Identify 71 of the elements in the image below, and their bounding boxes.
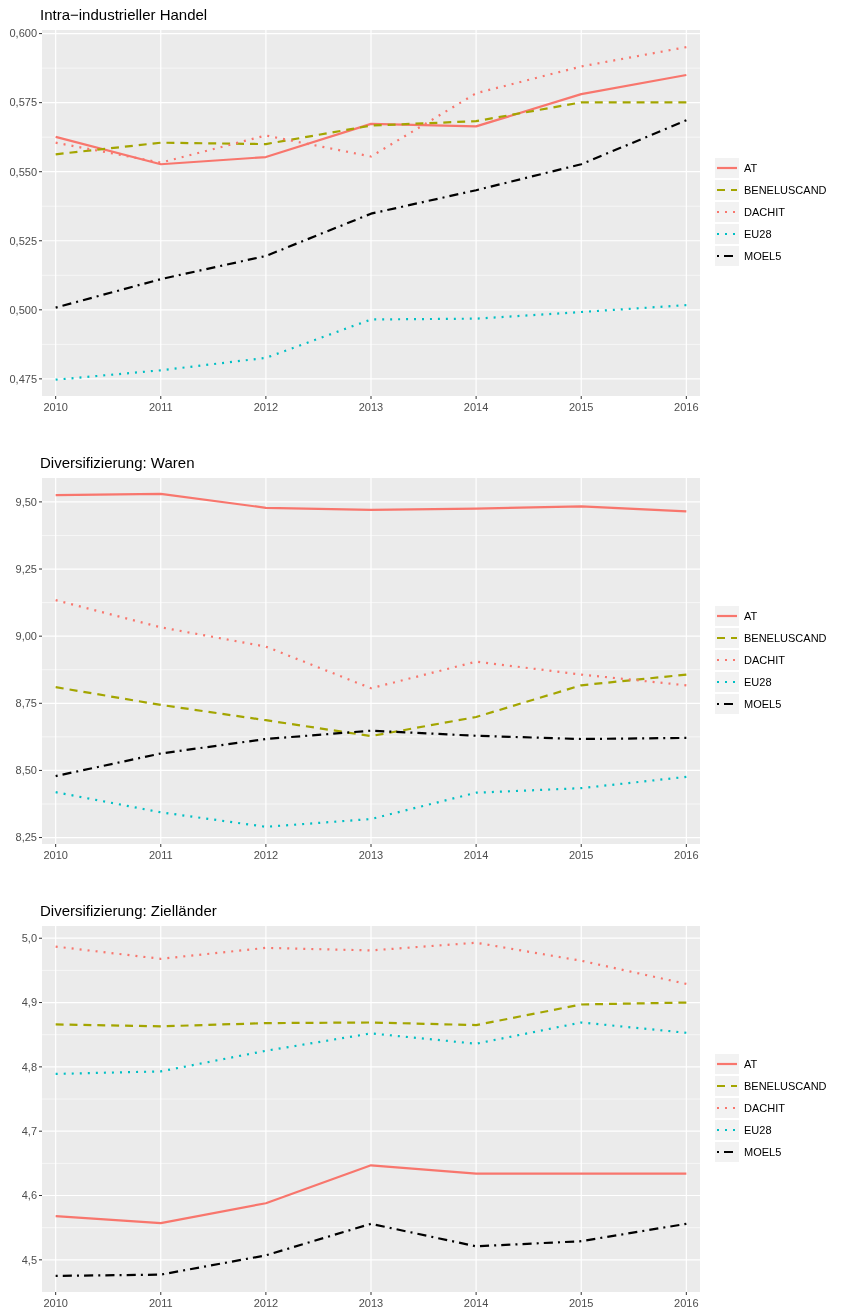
legend-label: MOEL5 [744,1145,782,1158]
legend-label: BENELUSCAND [744,1079,827,1092]
legend-label: AT [744,161,758,174]
y-tick-label: 8,50 [15,764,37,777]
legend-label: DACHIT [744,205,786,218]
line-series [54,46,688,164]
x-tick-label: 2013 [358,849,384,861]
x-tick-label: 2016 [674,1297,699,1309]
x-tick-label: 2015 [568,1297,594,1309]
y-tick-label: 9,50 [15,495,37,508]
x-tick-label: 2014 [463,1297,489,1309]
x-tick-label: 2015 [568,401,594,413]
legend-label: BENELUSCAND [744,183,827,196]
y-tick-label: 9,00 [15,630,37,643]
legend-label: MOEL5 [744,249,782,262]
line-series [54,729,688,778]
x-tick-label: 2014 [463,401,489,413]
x-tick-label: 2010 [43,849,68,861]
y-tick-label: 0,550 [9,165,37,178]
y-tick-label: 4,6 [21,1189,37,1202]
chart-title: Intra−industrieller Handel [40,6,208,23]
line-series [54,492,688,513]
line-series [54,1021,688,1076]
x-tick-label: 2010 [43,401,68,413]
x-tick-label: 2015 [568,849,594,861]
y-tick-label: 0,500 [9,303,37,316]
x-tick-label: 2016 [674,849,699,861]
x-tick-label: 2010 [43,1297,68,1309]
x-tick-label: 2011 [148,401,173,413]
chart-title: Diversifizierung: Waren [40,454,195,471]
legend-label: DACHIT [744,1101,786,1114]
x-tick-label: 2013 [358,1297,384,1309]
line-series [54,304,688,381]
line-series [54,775,688,828]
legend-label: AT [744,1057,758,1070]
x-tick-label: 2013 [358,401,384,413]
line-series [54,1222,688,1278]
x-tick-label: 2011 [148,1297,173,1309]
legend-label: AT [744,609,758,622]
legend-label: MOEL5 [744,697,782,710]
y-tick-label: 0,525 [9,234,37,247]
line-series [54,119,688,309]
x-tick-label: 2014 [463,849,489,861]
x-tick-label: 2011 [148,849,173,861]
y-tick-label: 0,600 [9,27,37,40]
chart-title: Diversifizierung: Zielländer [40,902,217,919]
x-tick-label: 2012 [253,1297,279,1309]
x-tick-label: 2012 [253,849,279,861]
line-series [54,1164,688,1225]
legend-label: BENELUSCAND [744,631,827,644]
line-series [54,673,688,738]
x-tick-label: 2016 [674,401,699,413]
y-tick-label: 4,5 [21,1253,37,1266]
line-series [54,1001,688,1028]
y-tick-label: 8,25 [15,831,37,844]
y-tick-label: 5,0 [21,932,37,945]
legend-label: DACHIT [744,653,786,666]
y-tick-label: 4,7 [21,1125,37,1138]
y-tick-label: 0,475 [9,372,37,385]
y-tick-label: 9,25 [15,562,37,575]
line-series [54,101,688,156]
legend-label: EU28 [744,227,772,240]
legend-label: EU28 [744,1123,772,1136]
y-tick-label: 8,75 [15,697,37,710]
y-tick-label: 4,9 [21,996,37,1009]
x-tick-label: 2012 [253,401,279,413]
y-tick-label: 4,8 [21,1060,37,1073]
line-series [54,941,688,985]
legend-label: EU28 [744,675,772,688]
y-tick-label: 0,575 [9,96,37,109]
line-series [54,599,688,690]
